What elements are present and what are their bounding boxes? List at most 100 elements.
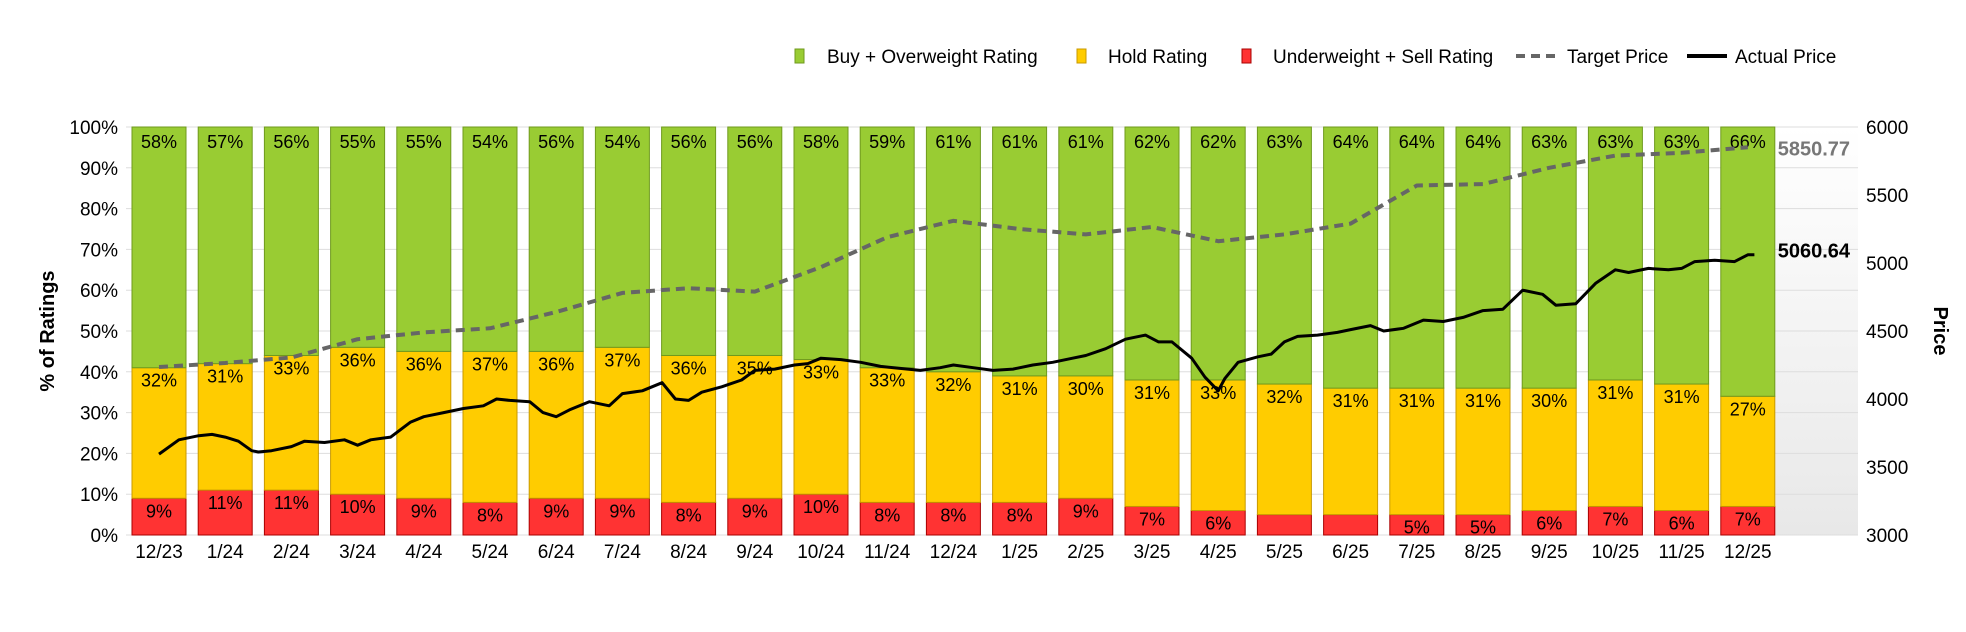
bar-data-label: 8% xyxy=(477,505,503,525)
bar-data-label: 64% xyxy=(1465,132,1501,152)
bar-data-label: 62% xyxy=(1200,132,1236,152)
bar-segment-underweight-sell-rating xyxy=(197,489,253,536)
bar-segment-buy-overweight-rating xyxy=(661,126,717,356)
bar-segment-hold-rating xyxy=(528,350,584,499)
x-axis-tick-label: 2/24 xyxy=(273,542,310,563)
bar-segment-underweight-sell-rating xyxy=(1124,505,1180,536)
x-axis-tick-label: 10/25 xyxy=(1592,542,1640,563)
bar-segment-buy-overweight-rating xyxy=(1058,126,1114,377)
bar-data-label: 8% xyxy=(940,505,966,525)
bar-segment-underweight-sell-rating xyxy=(1720,505,1776,536)
bar-segment-hold-rating xyxy=(594,346,650,499)
bar-data-label: 7% xyxy=(1735,509,1761,529)
x-axis-tick-label: 12/24 xyxy=(930,542,978,563)
bar-data-label: 10% xyxy=(340,497,376,517)
bar-data-label: 9% xyxy=(609,501,635,521)
right-axis-tick-label: 4000 xyxy=(1866,390,1908,411)
bar-data-label: 62% xyxy=(1134,132,1170,152)
bar-data-label: 9% xyxy=(1073,501,1099,521)
bar-segment-underweight-sell-rating xyxy=(992,501,1048,536)
bar-segment-buy-overweight-rating xyxy=(528,126,584,352)
bar-segment-buy-overweight-rating xyxy=(462,126,518,352)
right-axis-tick-label: 4500 xyxy=(1866,322,1908,343)
bar-segment-buy-overweight-rating xyxy=(727,126,783,356)
bar-data-label: 36% xyxy=(406,354,442,374)
bar-data-label: 11% xyxy=(208,493,243,513)
left-axis-tick-label: 20% xyxy=(80,444,118,465)
bar-data-label: 31% xyxy=(1465,391,1501,411)
bar-data-label: 36% xyxy=(671,358,707,378)
bar-segment-underweight-sell-rating xyxy=(925,501,981,536)
left-axis-tick-label: 50% xyxy=(80,322,118,343)
legend-swatch-hold-rating xyxy=(1076,48,1087,64)
bar-data-label: 57% xyxy=(207,132,243,152)
bar-segment-buy-overweight-rating xyxy=(131,126,187,369)
right-axis-tick-label: 5000 xyxy=(1866,254,1908,275)
bar-segment-hold-rating xyxy=(197,363,253,491)
legend-swatch-underweight-sell-rating xyxy=(1241,48,1252,64)
bar-data-label: 7% xyxy=(1602,509,1628,529)
bar-segment-hold-rating xyxy=(925,371,981,503)
x-axis-tick-label: 7/24 xyxy=(604,542,641,563)
bar-data-label: 9% xyxy=(146,501,172,521)
left-axis-title: % of Ratings xyxy=(37,270,59,391)
bar-segment-buy-overweight-rating xyxy=(594,126,650,348)
bar-data-label: 32% xyxy=(935,375,971,395)
bar-segment-underweight-sell-rating xyxy=(1256,514,1312,536)
bar-data-label: 33% xyxy=(1200,383,1236,403)
bar-segment-buy-overweight-rating xyxy=(197,126,253,365)
bar-segment-hold-rating xyxy=(1389,387,1445,516)
bar-data-label: 64% xyxy=(1399,132,1435,152)
x-axis-tick-label: 4/24 xyxy=(405,542,442,563)
bar-data-label: 9% xyxy=(543,501,569,521)
left-axis-tick-label: 40% xyxy=(80,363,118,384)
bar-data-label: 7% xyxy=(1139,509,1165,529)
bar-data-label: 31% xyxy=(1134,383,1170,403)
bar-segment-hold-rating xyxy=(1720,395,1776,507)
x-axis-tick-label: 7/25 xyxy=(1398,542,1435,563)
bar-segment-hold-rating xyxy=(1124,379,1180,507)
legend-label: Target Price xyxy=(1567,47,1668,68)
x-axis-tick-label: 5/25 xyxy=(1266,542,1303,563)
bar-segment-underweight-sell-rating xyxy=(131,497,187,536)
legend-label: Buy + Overweight Rating xyxy=(827,47,1038,68)
bar-segment-hold-rating xyxy=(1654,383,1710,512)
bar-data-label: 6% xyxy=(1205,514,1231,534)
x-axis-tick-label: 8/24 xyxy=(670,542,707,563)
bar-data-label: 33% xyxy=(273,358,309,378)
x-axis-tick-label: 12/23 xyxy=(135,542,183,563)
bar-segment-hold-rating xyxy=(1521,387,1577,512)
bar-data-label: 8% xyxy=(1007,505,1033,525)
bar-data-label: 37% xyxy=(472,354,508,374)
x-axis-tick-label: 11/25 xyxy=(1659,542,1705,563)
bar-segment-hold-rating xyxy=(131,367,187,499)
bar-data-label: 8% xyxy=(676,505,702,525)
actual-price-line xyxy=(158,253,1755,456)
bar-segment-hold-rating xyxy=(330,346,386,495)
x-axis-tick-label: 3/24 xyxy=(339,542,376,563)
bar-data-label: 58% xyxy=(141,132,177,152)
bar-data-label: 58% xyxy=(803,132,839,152)
bar-segment-buy-overweight-rating xyxy=(330,126,386,348)
bar-data-label: 61% xyxy=(1002,132,1038,152)
bar-segment-underweight-sell-rating xyxy=(528,497,584,536)
x-axis-tick-label: 2/25 xyxy=(1067,542,1104,563)
legend-swatch-buy-overweight-rating xyxy=(794,48,805,64)
x-axis-tick-label: 11/24 xyxy=(864,542,911,563)
x-axis-tick-label: 4/25 xyxy=(1200,542,1237,563)
bar-data-label: 31% xyxy=(1597,383,1633,403)
bar-data-label: 61% xyxy=(935,132,971,152)
bar-data-label: 56% xyxy=(273,132,309,152)
bar-data-label: 9% xyxy=(742,501,768,521)
bar-data-label: 6% xyxy=(1536,514,1562,534)
legend-label: Underweight + Sell Rating xyxy=(1273,47,1493,68)
bar-data-label: 31% xyxy=(1002,379,1038,399)
x-axis-tick-label: 3/25 xyxy=(1134,542,1171,563)
left-axis-tick-label: 100% xyxy=(69,118,118,139)
bar-data-label: 31% xyxy=(1399,391,1435,411)
bar-data-label: 59% xyxy=(869,132,905,152)
bar-data-label: 56% xyxy=(538,132,574,152)
x-axis-tick-label: 10/24 xyxy=(797,542,845,563)
right-axis-tick-label: 6000 xyxy=(1866,118,1908,139)
bar-data-label: 66% xyxy=(1730,132,1766,152)
